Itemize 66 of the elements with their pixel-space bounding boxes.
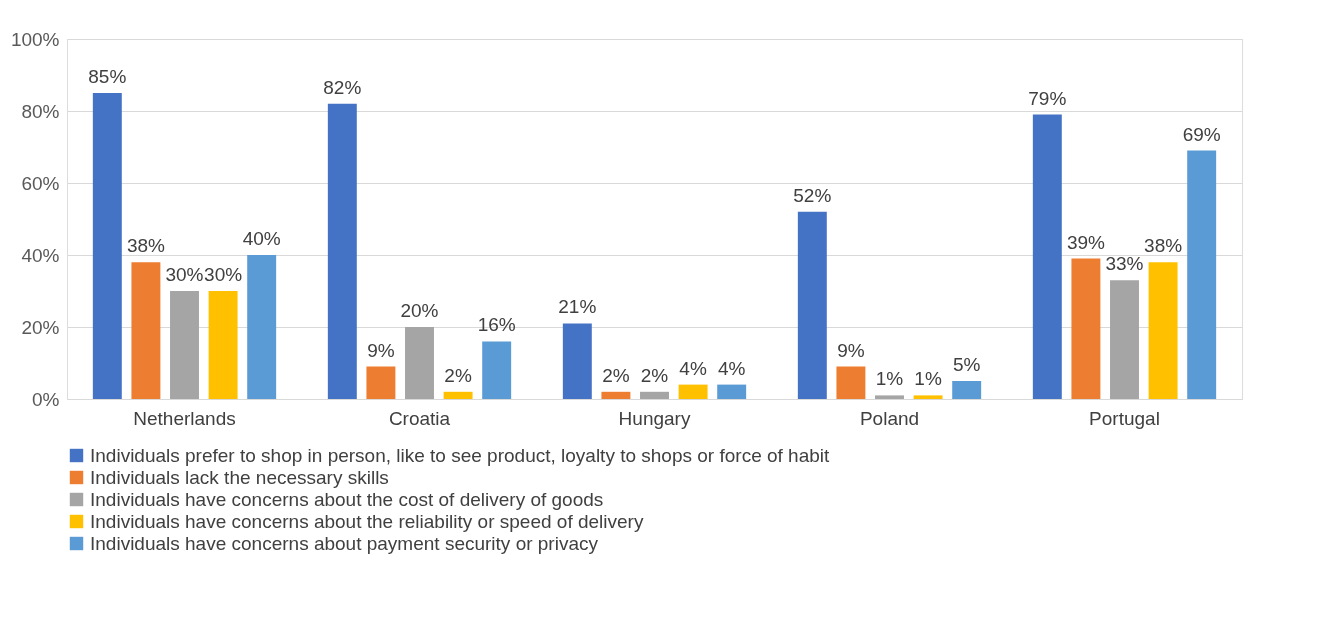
bar <box>247 255 277 399</box>
bar <box>208 291 238 399</box>
data-label: 30% <box>204 264 243 285</box>
x-tick-label: Hungary <box>618 407 691 429</box>
data-label: 5% <box>952 354 981 375</box>
y-tick-label: 20% <box>21 316 60 338</box>
legend-label: Individuals have concerns about payment security or privacy <box>90 532 599 554</box>
data-label: 1% <box>875 368 904 390</box>
y-tick-label: 0% <box>32 388 60 410</box>
bar <box>952 381 982 399</box>
bar <box>1071 258 1101 399</box>
y-tick-label: 60% <box>21 172 60 194</box>
data-label: 2% <box>444 364 472 386</box>
data-label: 4% <box>717 357 746 379</box>
data-label: 82% <box>323 76 362 98</box>
data-label: 40% <box>242 228 281 249</box>
data-label: 52% <box>793 184 832 206</box>
bar <box>443 391 473 399</box>
bar <box>1032 114 1062 399</box>
x-tick-label: Portugal <box>1089 407 1160 429</box>
bar <box>797 211 827 399</box>
bar <box>875 395 904 399</box>
bar <box>678 384 708 399</box>
data-label: 9% <box>837 339 865 361</box>
legend-label: Individuals lack the necessary skills <box>90 466 389 488</box>
y-tick-label: 100% <box>10 28 60 50</box>
bar <box>640 391 669 399</box>
data-label: 38% <box>126 235 166 257</box>
data-label: 85% <box>88 66 127 87</box>
data-label: 20% <box>400 300 439 321</box>
data-label: 1% <box>914 368 942 390</box>
data-label: 4% <box>679 357 707 379</box>
bar <box>92 93 122 399</box>
bar <box>366 366 396 399</box>
x-tick-label: Netherlands <box>133 407 236 429</box>
bar <box>1148 262 1178 399</box>
bar <box>327 103 357 399</box>
legend-label: Individuals have concerns about the reliability or speed of delivery <box>90 510 644 532</box>
data-label: 33% <box>1105 253 1144 275</box>
y-tick-label: 80% <box>21 100 60 122</box>
x-tick-label: Croatia <box>388 407 451 429</box>
data-label: 9% <box>367 339 395 361</box>
bar <box>836 366 866 399</box>
data-label: 2% <box>640 364 669 386</box>
bar <box>131 262 161 399</box>
bar <box>482 341 512 399</box>
data-label: 2% <box>602 364 630 386</box>
data-label: 38% <box>1144 235 1183 257</box>
data-label: 39% <box>1066 231 1106 253</box>
data-label: 30% <box>165 264 204 285</box>
bar <box>601 391 631 399</box>
data-label: 69% <box>1182 123 1221 145</box>
x-tick-label: Poland <box>859 407 920 429</box>
data-label: 21% <box>558 296 597 318</box>
data-label: 79% <box>1028 87 1067 109</box>
bar <box>913 395 943 399</box>
data-label: 16% <box>477 314 516 336</box>
legend-label: Individuals have concerns about the cost of delivery of goods <box>90 488 604 510</box>
legend-label: Individuals prefer to shop in person, like to see product, loyalty to shops or force of habit <box>90 444 831 466</box>
bar <box>1187 150 1217 399</box>
bar <box>717 384 747 399</box>
bar <box>562 323 592 399</box>
bar <box>1110 280 1139 399</box>
y-tick-label: 40% <box>21 244 60 266</box>
bar <box>170 291 199 399</box>
bar <box>405 327 434 399</box>
